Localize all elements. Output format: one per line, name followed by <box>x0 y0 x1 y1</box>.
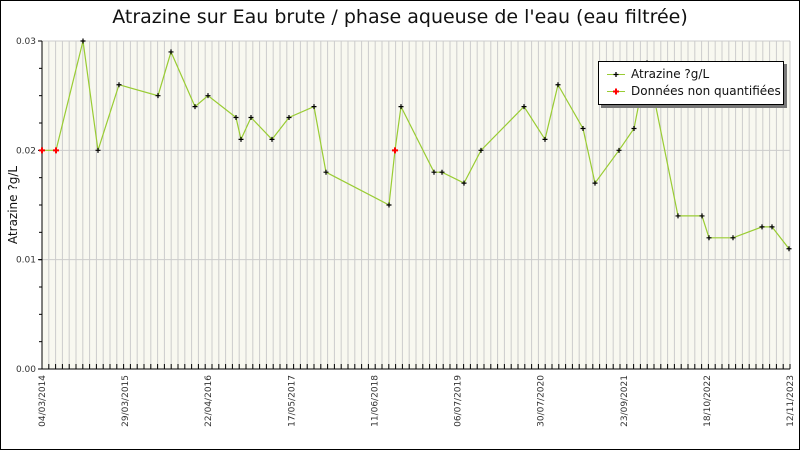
x-tick-label: 17/05/2017 <box>287 375 297 427</box>
data-point-marker <box>192 104 198 110</box>
data-point-marker <box>233 115 239 121</box>
legend-black-plus-icon <box>607 66 625 82</box>
data-point-marker <box>461 180 467 186</box>
y-tick-label: 0.01 <box>16 256 36 266</box>
data-point-marker <box>759 224 765 230</box>
x-tick-label: 12/11/2023 <box>786 375 796 427</box>
data-point-marker <box>398 104 404 110</box>
data-point-marker <box>580 125 586 131</box>
data-point-marker <box>80 38 86 44</box>
y-tick-label: 0.03 <box>16 37 36 47</box>
x-tick-label: 18/10/2022 <box>703 375 713 427</box>
data-point-marker <box>769 224 775 230</box>
data-point-marker <box>238 136 244 142</box>
data-point-marker <box>616 147 622 153</box>
data-point-marker <box>542 136 548 142</box>
x-tick-label: 06/07/2019 <box>454 375 464 427</box>
data-point-marker <box>386 202 392 208</box>
legend-red-plus-icon <box>607 83 625 99</box>
data-point-marker <box>699 213 705 219</box>
data-point-marker <box>521 104 527 110</box>
data-point-marker <box>439 169 445 175</box>
non-quantified-marker <box>392 147 398 154</box>
data-point-marker <box>269 136 275 142</box>
x-tick-label: 11/06/2018 <box>370 375 380 427</box>
legend-label: Atrazine ?g/L <box>631 67 710 81</box>
data-point-marker <box>168 49 174 55</box>
data-point-marker <box>431 169 437 175</box>
y-axis-label: Atrazine ?g/L <box>6 166 20 244</box>
legend-item-atrazine: Atrazine ?g/L <box>607 66 709 82</box>
data-point-marker <box>786 246 792 252</box>
non-quantified-marker <box>39 147 45 154</box>
data-point-marker <box>323 169 329 175</box>
x-tick-label: 22/04/2016 <box>204 375 214 427</box>
x-tick-label: 29/03/2015 <box>121 375 131 427</box>
data-point-marker <box>631 125 637 131</box>
non-quantified-marker <box>53 147 59 154</box>
data-point-marker <box>116 82 122 88</box>
x-tick-label: 30/07/2020 <box>537 375 547 427</box>
chart-title: Atrazine sur Eau brute / phase aqueuse d… <box>112 6 688 28</box>
data-point-marker <box>95 147 101 153</box>
legend-label: Données non quantifiées <box>631 84 781 98</box>
data-point-marker <box>675 213 681 219</box>
data-point-marker <box>730 235 736 241</box>
data-point-marker <box>555 82 561 88</box>
y-tick-label: 0.02 <box>16 146 36 156</box>
x-tick-label: 04/03/2014 <box>38 375 48 427</box>
data-line <box>42 40 790 250</box>
data-point-marker <box>592 180 598 186</box>
data-point-marker <box>311 104 317 110</box>
data-point-marker <box>286 115 292 121</box>
data-point-marker <box>155 93 161 99</box>
x-tick-label: 23/09/2021 <box>620 375 630 427</box>
y-tick-label: 0.00 <box>16 365 36 375</box>
data-point-marker <box>706 235 712 241</box>
data-point-marker <box>248 115 254 121</box>
chart-legend: Atrazine ?g/L Données non quantifiées <box>598 61 784 105</box>
data-point-marker <box>205 93 211 99</box>
data-point-marker <box>478 147 484 153</box>
legend-item-non-quantified: Données non quantifiées <box>607 83 781 99</box>
